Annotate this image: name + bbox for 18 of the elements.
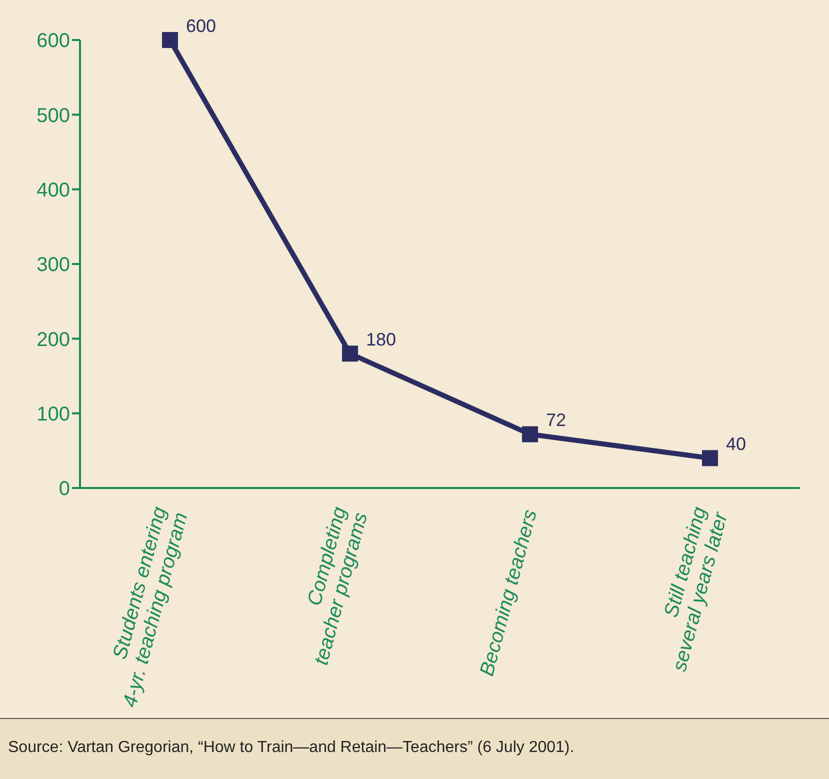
y-tick-label: 600 <box>36 30 70 52</box>
x-tick-label: Still teaching several years later <box>660 504 733 674</box>
point <box>342 346 358 362</box>
data-label: 40 <box>726 434 746 454</box>
y-tick-label: 400 <box>36 179 70 202</box>
source-note: Source: Vartan Gregorian, “How to Train—and Retain—Teachers” (6 July 2001). <box>8 739 574 757</box>
data-label: 600 <box>186 16 216 36</box>
data-label: 180 <box>366 330 396 350</box>
point <box>162 32 178 48</box>
y-tick-label: 500 <box>36 104 70 127</box>
point <box>522 426 538 442</box>
x-tick-label: Students entering 4-yr. teaching program <box>109 504 192 710</box>
data-label: 72 <box>546 410 566 430</box>
y-tick-label: 0 <box>58 478 70 500</box>
y-tick-label: 300 <box>36 254 70 276</box>
point <box>702 450 718 466</box>
y-tick-label: 200 <box>36 328 70 351</box>
y-tick-label: 100 <box>36 403 70 426</box>
